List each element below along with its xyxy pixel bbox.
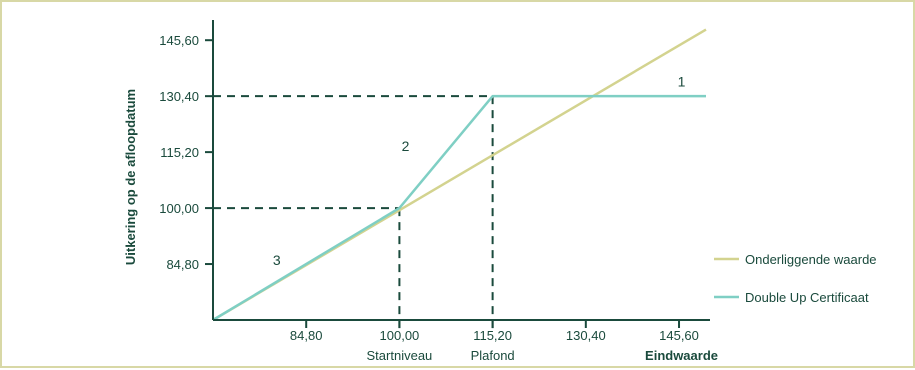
series-lines bbox=[212, 28, 707, 322]
tick-labels: 84,80 100,00 115,20 130,40 145,60 84,80 100,00… bbox=[159, 33, 699, 343]
y-tick-label-2: 100,00 bbox=[159, 201, 199, 216]
x-sub-labels: Startniveau Plafond bbox=[367, 348, 515, 363]
annotation-3: 3 bbox=[273, 252, 281, 268]
reference-lines bbox=[213, 95, 494, 330]
x-axis-label: Eindwaarde bbox=[645, 348, 718, 363]
x-sub-label-1: Startniveau bbox=[367, 348, 433, 363]
y-tick-label-3: 115,20 bbox=[160, 145, 199, 160]
annotations: 1 2 3 bbox=[273, 74, 686, 269]
x-tick-label-2: 100,00 bbox=[380, 328, 420, 343]
legend: Onderliggende waarde Double Up Certificaa… bbox=[714, 252, 877, 305]
y-tick-label-4: 130,40 bbox=[159, 89, 199, 104]
legend-label-2: Double Up Certificaat bbox=[745, 290, 869, 305]
axes bbox=[205, 20, 710, 328]
annotation-1: 1 bbox=[678, 74, 686, 90]
x-sub-label-2: Plafond bbox=[471, 348, 515, 363]
y-axis-label: Uitkering op de afloopdatum bbox=[123, 89, 138, 265]
series-line-2 bbox=[212, 94, 706, 322]
y-tick-label-5: 145,60 bbox=[159, 33, 199, 48]
x-tick-label-3: 115,20 bbox=[473, 328, 512, 343]
x-tick-label-4: 130,40 bbox=[566, 328, 606, 343]
x-tick-label-1: 84,80 bbox=[290, 328, 323, 343]
annotation-2: 2 bbox=[402, 138, 410, 154]
y-tick-label-1: 84,80 bbox=[166, 257, 199, 272]
legend-label-1: Onderliggende waarde bbox=[745, 252, 877, 267]
x-tick-label-5: 145,60 bbox=[659, 328, 699, 343]
